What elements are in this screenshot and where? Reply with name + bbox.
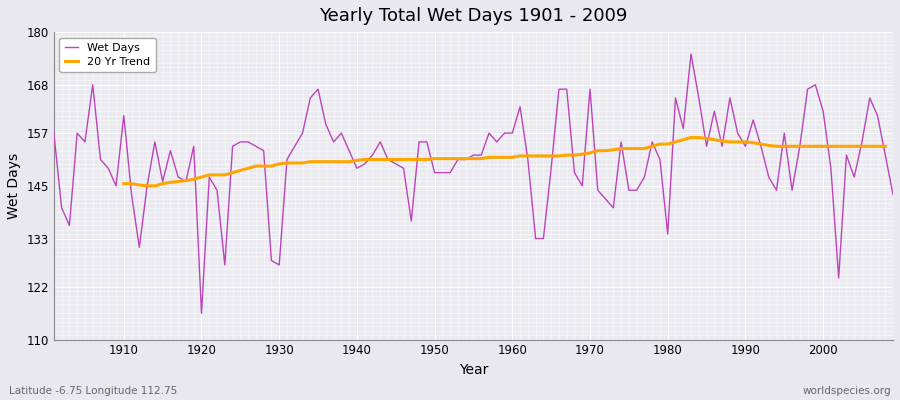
Wet Days [336,131,346,136]
20 Yr Trend [880,144,891,149]
20 Yr Trend [733,140,743,144]
Wet Days [515,104,526,109]
Y-axis label: Wet Days: Wet Days [7,153,21,219]
20 Yr Trend [305,159,316,164]
Wet Days [507,131,517,136]
Text: worldspecies.org: worldspecies.org [803,386,891,396]
20 Yr Trend [141,184,152,188]
Wet Days [608,206,618,210]
Wet Days [887,192,898,197]
Line: Wet Days: Wet Days [54,54,893,313]
20 Yr Trend [328,159,339,164]
20 Yr Trend [530,154,541,158]
20 Yr Trend [119,181,130,186]
Title: Yearly Total Wet Days 1901 - 2009: Yearly Total Wet Days 1901 - 2009 [320,7,627,25]
Wet Days [289,144,300,149]
Line: 20 Yr Trend: 20 Yr Trend [124,138,886,186]
Wet Days [196,311,207,316]
Text: Latitude -6.75 Longitude 112.75: Latitude -6.75 Longitude 112.75 [9,386,177,396]
X-axis label: Year: Year [459,363,488,377]
20 Yr Trend [507,155,517,160]
20 Yr Trend [359,157,370,162]
Wet Days [111,184,122,188]
Legend: Wet Days, 20 Yr Trend: Wet Days, 20 Yr Trend [59,38,156,72]
20 Yr Trend [686,135,697,140]
Wet Days [49,131,59,136]
Wet Days [686,52,697,56]
